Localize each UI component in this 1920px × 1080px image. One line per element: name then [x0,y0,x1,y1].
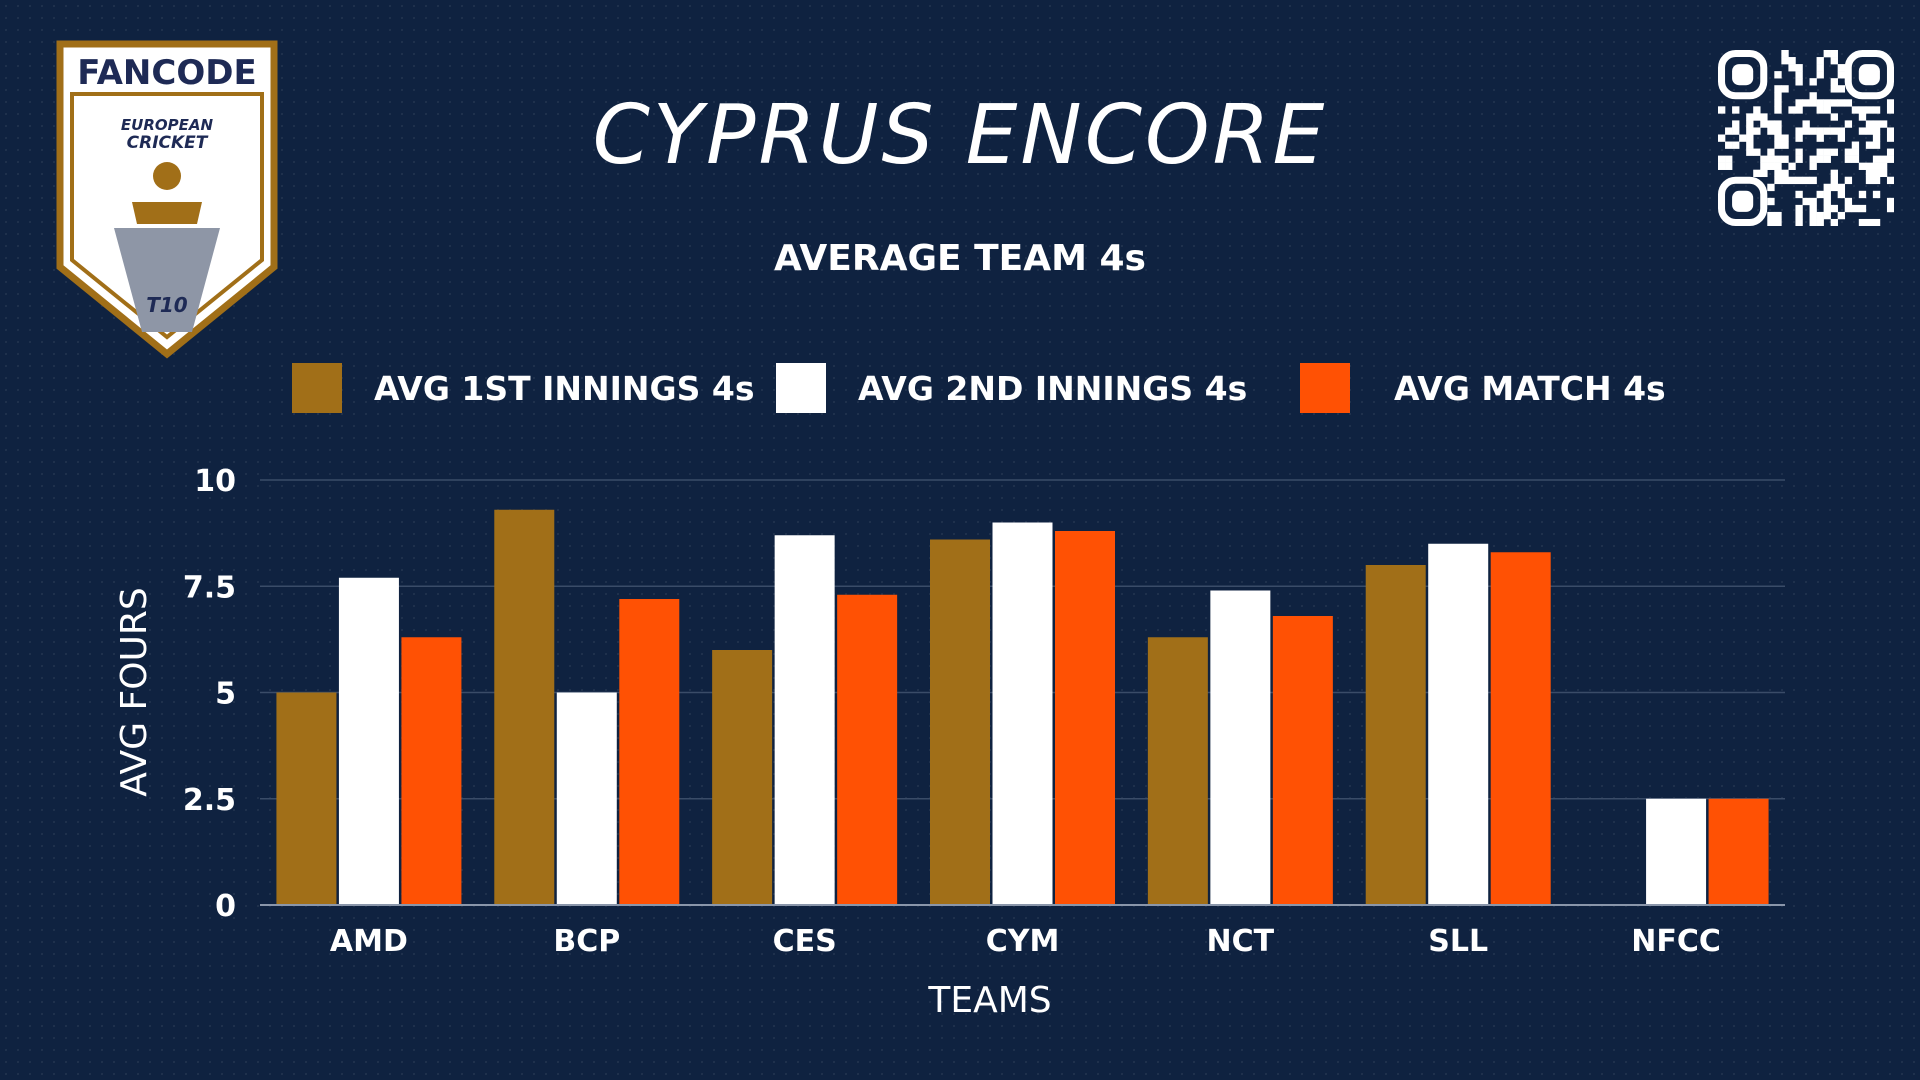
bar-nct-3 [1272,616,1333,905]
bar-amd-3 [401,637,462,905]
y-tick-label: 0 [215,889,236,924]
x-tick-label: BCP [553,924,620,959]
bar-ces-2 [774,535,835,905]
x-tick-label: NCT [1207,924,1275,959]
bar-bcp-2 [556,692,617,905]
logo-brand: FANCODE [77,53,256,93]
bar-sll-1 [1365,565,1426,905]
bar-amd-2 [338,577,399,905]
x-tick-label: SLL [1428,924,1488,959]
qr-code-icon [1718,50,1894,226]
x-axis-title: TEAMS [927,980,1051,1021]
legend-item-match: AVG MATCH 4s [1300,358,1666,418]
bar-nct-1 [1147,637,1208,905]
bar-cym-2 [992,522,1053,905]
y-tick-label: 7.5 [183,570,236,605]
legend-label-second-innings: AVG 2ND INNINGS 4s [858,368,1248,408]
logo-badge: T10 [146,293,188,317]
y-tick-label: 10 [194,464,236,499]
legend-swatch-match [1300,363,1350,413]
x-tick-label: CES [773,924,837,959]
logo-shield-outline [56,40,278,359]
legend-item-second-innings: AVG 2ND INNINGS 4s [776,358,1247,418]
bar-nfcc-2 [1646,798,1707,905]
page-title: CYPRUS ENCORE [592,88,1328,183]
bar-amd-1 [276,692,337,905]
y-tick-label: 5 [215,677,236,712]
legend-swatch-first-innings [292,363,342,413]
bar-cym-1 [930,539,990,905]
y-axis-title: AVG FOURS [114,587,155,797]
legend-label-first-innings: AVG 1ST INNINGS 4s [374,368,755,408]
x-tick-label: CYM [986,924,1060,959]
x-tick-label: NFCC [1631,924,1721,959]
bar-sll-2 [1428,543,1489,905]
european-cricket-logo: FANCODE EUROPEAN CRICKET T10 [56,40,278,359]
logo-trophy-base [132,202,202,224]
x-tick-label: AMD [330,924,408,959]
logo-shield-inner [70,92,264,340]
bar-ces-3 [837,594,898,905]
logo-ball-icon [153,162,181,190]
logo-line1: EUROPEAN [121,116,214,134]
bar-sll-3 [1490,552,1551,905]
logo-trophy-icon [114,228,220,332]
y-tick-label: 2.5 [183,783,236,818]
bar-ces-1 [712,650,773,905]
bar-cym-3 [1055,531,1115,905]
legend-item-first-innings: AVG 1ST INNINGS 4s [292,358,755,418]
legend-swatch-second-innings [776,363,826,413]
logo-line2: CRICKET [127,133,209,153]
legend-label-match: AVG MATCH 4s [1394,368,1666,408]
bar-nfcc-3 [1708,798,1769,905]
chart-title: AVERAGE TEAM 4s [774,238,1146,279]
bar-bcp-3 [619,599,680,905]
bar-nct-2 [1210,590,1271,905]
bar-bcp-1 [494,509,555,905]
